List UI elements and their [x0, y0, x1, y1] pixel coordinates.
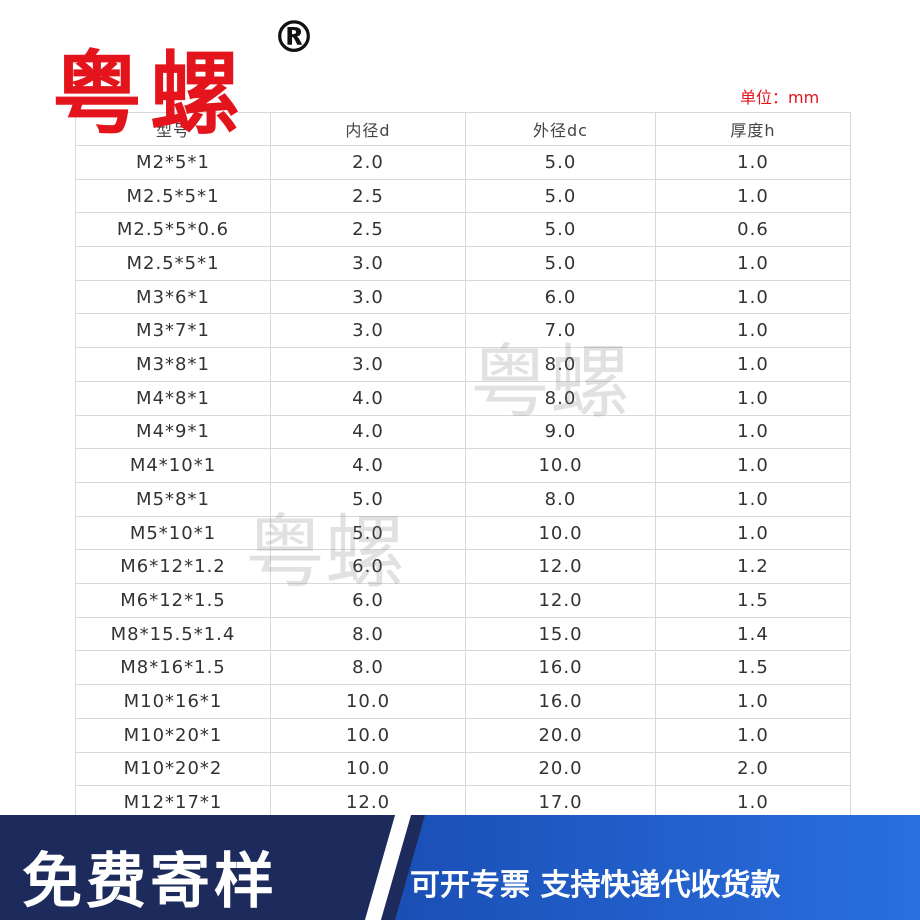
watermark: 粤螺	[470, 336, 630, 429]
table-cell: M2.5*5*1	[76, 179, 271, 214]
table-cell: 4.0	[271, 381, 466, 416]
table-cell: 8.0	[271, 651, 466, 686]
table-cell: 15.0	[466, 617, 656, 652]
banner: 免费寄样 可开专票 支持快递代收货款	[0, 815, 920, 920]
table-cell: 6.0	[271, 584, 466, 618]
table-cell: 10.0	[271, 752, 466, 787]
table-cell: 0.6	[656, 213, 851, 248]
table-cell: M4*10*1	[76, 449, 271, 483]
table-cell: 2.0	[656, 752, 851, 787]
table-cell: M6*12*1.2	[76, 550, 271, 585]
table-cell: 8.0	[466, 348, 656, 382]
watermark: 粤螺	[245, 506, 405, 599]
table-cell: 16.0	[466, 651, 656, 686]
table-cell: 6.0	[466, 280, 656, 315]
table-cell: 5.0	[466, 213, 656, 248]
table-cell: 7.0	[466, 314, 656, 349]
banner-right-bg	[395, 815, 920, 920]
table-cell: M5*10*1	[76, 516, 271, 551]
table-cell: 1.0	[656, 483, 851, 517]
table-cell: 1.0	[656, 146, 851, 180]
table-cell: 10.0	[466, 516, 656, 551]
table-cell: 内径d	[271, 113, 466, 146]
table-cell: 1.0	[656, 179, 851, 214]
table-cell: 1.0	[656, 685, 851, 719]
table-cell: 8.0	[466, 381, 656, 416]
table-cell: M10*20*2	[76, 752, 271, 787]
table-cell: 12.0	[466, 550, 656, 585]
table-cell: 2.0	[271, 146, 466, 180]
table-cell: M10*16*1	[76, 685, 271, 719]
table-cell: 20.0	[466, 752, 656, 787]
table-cell: 1.0	[656, 718, 851, 753]
table-cell: M8*15.5*1.4	[76, 617, 271, 652]
table-cell: 3.0	[271, 314, 466, 349]
table-cell: M5*8*1	[76, 483, 271, 517]
table-cell: M3*7*1	[76, 314, 271, 349]
table-cell: 6.0	[271, 550, 466, 585]
table-cell: 型号	[76, 113, 271, 146]
table-cell: 9.0	[466, 415, 656, 450]
table-cell: M6*12*1.5	[76, 584, 271, 618]
table-cell: 3.0	[271, 247, 466, 281]
table-cell: 1.4	[656, 617, 851, 652]
spec-table: 型号 内径d 外径dc 厚度h M2*5*1 2.0 5.0 1.0 M2.5*5*1 2.5 5.…	[75, 112, 851, 854]
table-cell: 1.0	[656, 314, 851, 349]
table-cell: 4.0	[271, 415, 466, 450]
table-cell: 2.5	[271, 213, 466, 248]
table-cell: 1.0	[656, 280, 851, 315]
banner-right-text: 可开专票 支持快递代收货款	[410, 868, 781, 903]
table-cell: 20.0	[466, 718, 656, 753]
table-cell: M3*6*1	[76, 280, 271, 315]
table-cell: 5.0	[466, 179, 656, 214]
table-cell: M2.5*5*1	[76, 247, 271, 281]
table-cell: 1.5	[656, 584, 851, 618]
banner-left-text: 免费寄样	[22, 847, 278, 917]
table-cell: 3.0	[271, 348, 466, 382]
table-cell: 10.0	[271, 685, 466, 719]
table-cell: 1.5	[656, 651, 851, 686]
table-cell: 厚度h	[656, 113, 851, 146]
logo: 粤螺	[52, 42, 248, 147]
table-cell: 3.0	[271, 280, 466, 315]
table-cell: M2*5*1	[76, 146, 271, 180]
table-cell: 1.0	[656, 348, 851, 382]
table-cell: 5.0	[466, 146, 656, 180]
table-cell: 外径dc	[466, 113, 656, 146]
table-cell: 12.0	[466, 584, 656, 618]
table-cell: 8.0	[271, 617, 466, 652]
table-cell: 4.0	[271, 449, 466, 483]
table-cell: 16.0	[466, 685, 656, 719]
table-cell: M4*8*1	[76, 381, 271, 416]
table-cell: 1.0	[656, 381, 851, 416]
table-cell: 5.0	[271, 516, 466, 551]
table-cell: 1.2	[656, 550, 851, 585]
table-cell: 1.0	[656, 247, 851, 281]
table-cell: M3*8*1	[76, 348, 271, 382]
table-cell: M8*16*1.5	[76, 651, 271, 686]
table-cell: 1.0	[656, 516, 851, 551]
table-cell: 1.0	[656, 415, 851, 450]
table-cell: 5.0	[466, 247, 656, 281]
unit-label: 单位：mm	[740, 88, 820, 107]
table-cell: 10.0	[271, 718, 466, 753]
registered-mark: ®	[272, 12, 316, 63]
table-cell: M2.5*5*0.6	[76, 213, 271, 248]
table-cell: 8.0	[466, 483, 656, 517]
table-cell: 10.0	[466, 449, 656, 483]
table-cell: M4*9*1	[76, 415, 271, 450]
table-cell: 1.0	[656, 449, 851, 483]
table-cell: 2.5	[271, 179, 466, 214]
table-cell: M10*20*1	[76, 718, 271, 753]
table-cell: 5.0	[271, 483, 466, 517]
